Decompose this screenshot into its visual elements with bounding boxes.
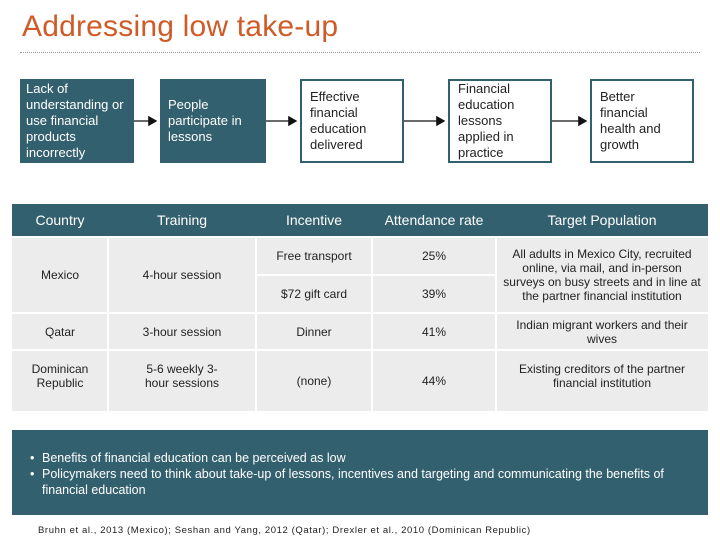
flow-box-participate: People participate in lessons: [160, 79, 266, 163]
title-divider: [20, 52, 700, 53]
slide-title: Addressing low take-up: [22, 10, 339, 43]
row-mexico-rate-1: 25%: [421, 249, 447, 263]
row-qatar-country: Qatar: [44, 324, 75, 339]
header-training: Training: [108, 204, 256, 236]
citation: Bruhn et al., 2013 (Mexico); Seshan and …: [38, 525, 531, 536]
flow-box-text: Effective financial education delivered: [310, 89, 367, 152]
row-mexico-incentive-2: $72 gift card: [280, 287, 348, 301]
bullet-icon: •: [30, 467, 35, 481]
benefit-item: • Benefits of financial education can be…: [30, 450, 694, 466]
row-mexico-rate-2: 39%: [421, 287, 447, 301]
row-dr-target: Existing creditors of the partner financ…: [518, 362, 686, 390]
row-dr-training: 5-6 weekly 3-hour sessions: [144, 362, 220, 390]
header-target-population: Target Population: [496, 204, 708, 236]
row-mexico-incentive-1: Free transport: [276, 249, 352, 263]
bullet-icon: •: [30, 451, 35, 465]
row-qatar-incentive: Dinner: [296, 324, 332, 339]
benefit-text: Benefits of financial education can be p…: [42, 451, 346, 465]
flow-box-text: Financial education lessons applied in p…: [458, 81, 515, 160]
take-up-table: Country Training Incentive Attendance ra…: [12, 204, 708, 411]
flow-box-lack-of-understanding: Lack of understanding or use financial p…: [20, 79, 134, 163]
flow-box-applied-in-practice: Financial education lessons applied in p…: [448, 79, 552, 163]
benefit-text: Policymakers need to think about take-up…: [42, 467, 664, 497]
row-qatar-rate: 41%: [421, 324, 447, 339]
row-dr-country: Dominican Republic: [31, 362, 89, 390]
flow-box-better-health: Better financial health and growth: [590, 79, 694, 163]
flow-box-text: People participate in lessons: [168, 97, 242, 144]
row-qatar-target: Indian migrant workers and their wives: [516, 317, 688, 346]
row-mexico-country: Mexico: [40, 268, 79, 282]
flow-box-effective-education: Effective financial education delivered: [300, 79, 404, 163]
row-dr-rate: 44%: [421, 374, 447, 388]
flow-box-text: Better financial health and growth: [600, 89, 661, 152]
row-mexico-training: 4-hour session: [142, 268, 222, 282]
flow-box-text: Lack of understanding or use financial p…: [26, 81, 124, 160]
benefits-panel: • Benefits of financial education can be…: [12, 430, 708, 515]
row-qatar-training: 3-hour session: [142, 324, 222, 339]
header-country: Country: [12, 204, 108, 236]
row-mexico-target: All adults in Mexico City, recruited onl…: [503, 247, 701, 303]
header-incentive: Incentive: [256, 204, 372, 236]
row-dr-incentive: (none): [296, 374, 332, 388]
benefit-item: • Policymakers need to think about take-…: [30, 466, 694, 498]
header-attendance-rate: Attendance rate: [372, 204, 496, 236]
